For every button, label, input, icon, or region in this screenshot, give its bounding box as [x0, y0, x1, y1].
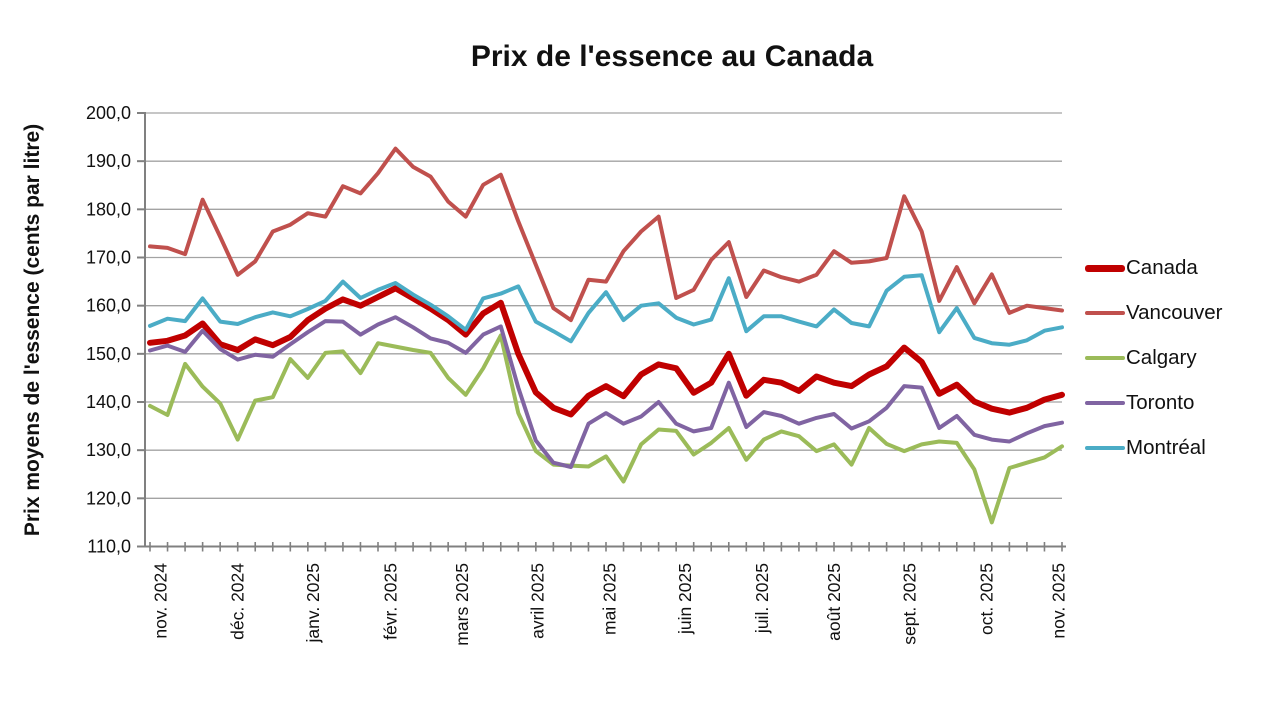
legend-swatch-montreal — [1085, 445, 1125, 451]
y-tick-label: 140,0 — [86, 392, 131, 412]
y-tick-label: 110,0 — [87, 537, 131, 557]
legend-swatch-canada — [1085, 264, 1125, 272]
y-tick-label: 130,0 — [86, 440, 131, 460]
y-tick-label: 190,0 — [86, 151, 131, 171]
x-month-label: mars 2025 — [452, 563, 472, 646]
x-month-label: janv. 2025 — [303, 563, 323, 643]
legend-item-vancouver: Vancouver — [1085, 298, 1222, 328]
legend-item-canada: Canada — [1085, 253, 1198, 283]
x-month-label: févr. 2025 — [380, 563, 400, 640]
series-line-vancouver — [148, 146, 1064, 323]
legend-item-montreal: Montréal — [1085, 433, 1206, 463]
series-line-toronto — [148, 315, 1064, 469]
legend-label-calgary: Calgary — [1126, 346, 1197, 369]
legend-label-montreal: Montréal — [1126, 436, 1206, 459]
series-line-montreal — [148, 273, 1064, 347]
x-month-label: nov. 2024 — [151, 563, 171, 639]
y-tick-label: 180,0 — [86, 199, 131, 219]
x-month-label: juil. 2025 — [752, 563, 772, 634]
x-month-label: sept. 2025 — [899, 563, 919, 645]
chart-title: Prix de l'essence au Canada — [470, 40, 874, 73]
x-month-label: avril 2025 — [528, 563, 548, 639]
x-month-label: nov. 2025 — [1048, 563, 1068, 639]
legend-label-vancouver: Vancouver — [1126, 301, 1223, 324]
y-tick-label: 170,0 — [86, 248, 131, 268]
y-tick-label: 150,0 — [86, 344, 131, 364]
y-tick-label: 160,0 — [86, 296, 131, 316]
legend-swatch-calgary — [1085, 355, 1125, 361]
y-tick-label: 200,0 — [86, 103, 131, 123]
x-month-label: déc. 2024 — [228, 563, 248, 640]
legend-label-toronto: Toronto — [1126, 391, 1195, 414]
y-axis-title: Prix moyens de l'essence (cents par litr… — [21, 123, 44, 537]
x-month-label: juin 2025 — [675, 563, 695, 635]
y-tick-label: 120,0 — [86, 488, 131, 508]
legend-swatch-vancouver — [1085, 310, 1125, 316]
legend-label-canada: Canada — [1126, 256, 1198, 279]
x-month-label: août 2025 — [824, 563, 844, 641]
legend-item-toronto: Toronto — [1085, 388, 1194, 418]
x-month-label: oct. 2025 — [977, 563, 997, 635]
series-line-calgary — [148, 333, 1064, 525]
legend-item-calgary: Calgary — [1085, 343, 1197, 373]
series-line-canada — [147, 285, 1065, 418]
legend-swatch-toronto — [1085, 400, 1125, 406]
x-month-label: mai 2025 — [600, 563, 620, 635]
